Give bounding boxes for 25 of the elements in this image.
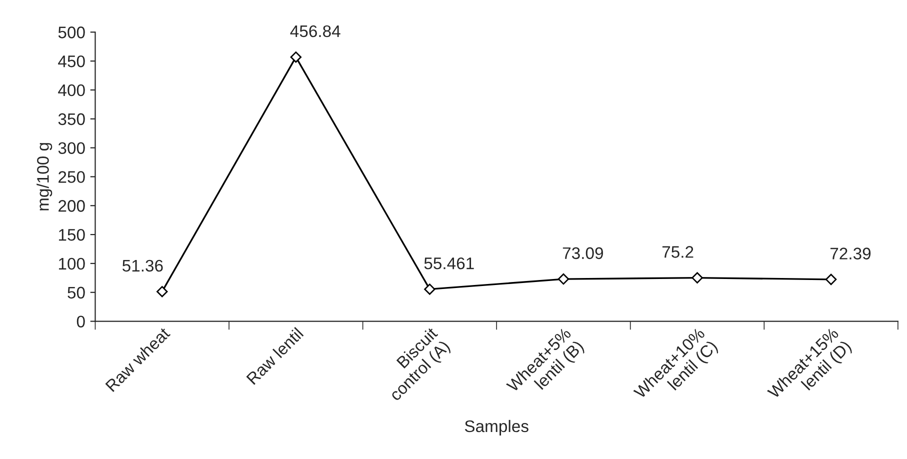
data-label: 456.84 xyxy=(290,25,340,38)
data-label: 73.09 xyxy=(562,247,603,260)
y-tick-label: 250 xyxy=(58,171,85,183)
point xyxy=(825,274,837,286)
point xyxy=(290,51,302,63)
y-tick-label: 100 xyxy=(58,258,85,270)
point xyxy=(424,284,436,295)
data-label: 72.39 xyxy=(830,248,871,260)
point xyxy=(692,272,703,284)
point xyxy=(558,273,570,285)
y-tick-label: 450 xyxy=(58,55,85,68)
x-axis-title: Samples xyxy=(464,420,528,436)
y-tick-label: 350 xyxy=(58,113,85,126)
y-tick-label: 400 xyxy=(58,84,85,96)
y-tick-label: 150 xyxy=(58,228,85,241)
y-tick-label: 50 xyxy=(68,286,85,299)
y-tick-label: 500 xyxy=(58,26,85,38)
y-tick-label: 200 xyxy=(58,200,85,212)
y-tick-label: 0 xyxy=(76,316,85,328)
data-label: 51.36 xyxy=(122,260,163,272)
data-label: 75.2 xyxy=(662,246,694,258)
y-tick-label: 300 xyxy=(58,142,85,154)
y-axis-title: mg/100 g xyxy=(36,143,52,210)
point xyxy=(156,286,168,298)
data-label: 55.461 xyxy=(424,257,474,270)
